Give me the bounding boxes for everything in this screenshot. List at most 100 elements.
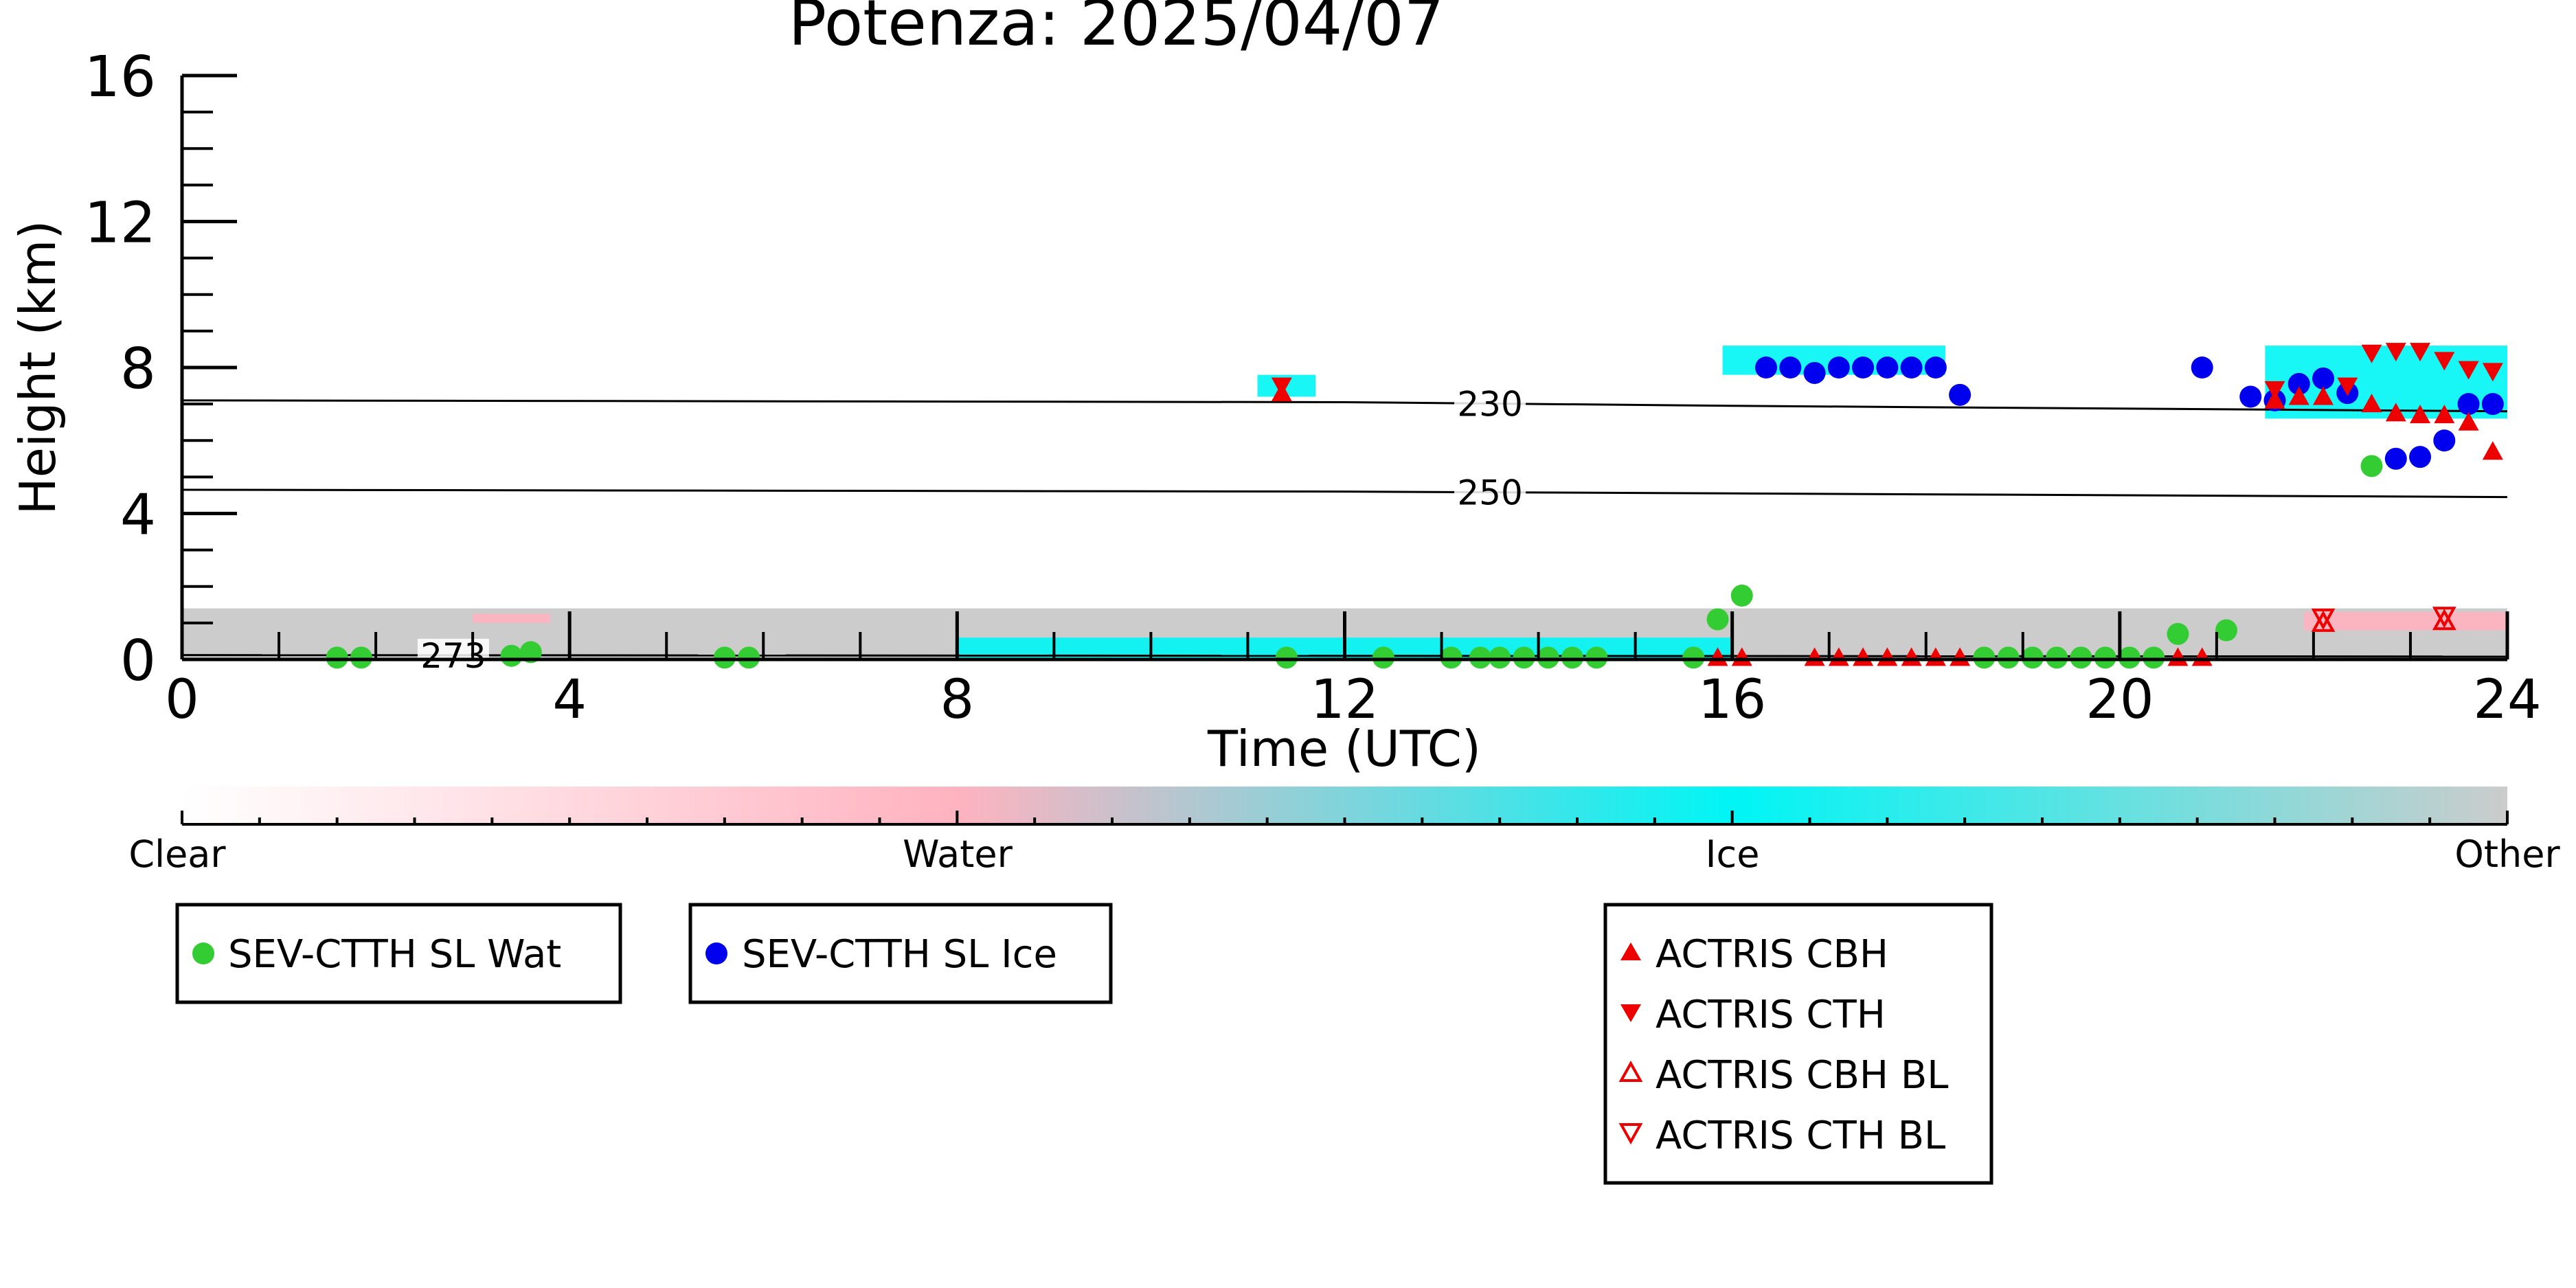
legend-frame	[175, 903, 622, 1004]
point-sev-ctth-sl-wat	[2118, 646, 2140, 669]
point-sev-ctth-sl-wat	[1682, 646, 1705, 669]
point-sev-ctth-sl-ice	[2239, 385, 2262, 408]
point-actris-cbh	[2167, 647, 2189, 666]
point-actris-cth	[2434, 352, 2455, 371]
point-actris-cbh	[2361, 394, 2382, 413]
point-sev-ctth-sl-wat	[1997, 646, 2020, 669]
point-sev-ctth-sl-ice	[1779, 357, 1802, 379]
point-sev-ctth-sl-ice	[2481, 393, 2504, 416]
point-sev-ctth-sl-wat	[1585, 646, 1608, 669]
axes	[180, 76, 2509, 662]
legend-label-cbh-bl: ACTRIS CBH BL	[1656, 1053, 1948, 1098]
point-sev-ctth-sl-ice	[2312, 367, 2335, 389]
point-sev-ctth-sl-wat	[2143, 646, 2165, 669]
point-sev-ctth-sl-wat	[1489, 646, 1511, 669]
point-actris-cbh	[1877, 647, 1898, 666]
x-tick-label: 8	[940, 669, 975, 731]
point-actris-cbh	[2410, 405, 2431, 424]
point-sev-ctth-sl-wat	[2215, 619, 2237, 642]
point-sev-ctth-sl-wat	[1537, 646, 1559, 669]
cloud-mask-region-water	[473, 613, 550, 623]
legend-frame	[688, 903, 1113, 1004]
point-actris-cbh	[1925, 647, 1946, 666]
point-sev-ctth-sl-ice	[1755, 357, 1778, 379]
contour-label-250: 250	[1457, 473, 1522, 513]
legend-marker-cbh	[1620, 942, 1641, 960]
point-actris-cbh-bl	[2311, 610, 2336, 632]
point-sev-ctth-sl-wat	[1561, 646, 1583, 669]
point-sev-ctth-sl-ice	[1876, 357, 1899, 379]
point-sev-ctth-sl-wat	[1275, 646, 1298, 669]
point-sev-ctth-sl-wat	[350, 646, 372, 669]
point-sev-ctth-sl-wat	[1730, 585, 1753, 607]
x-tick-label: 16	[1698, 669, 1766, 731]
point-actris-cth	[2337, 377, 2358, 396]
y-tick-label: 0	[120, 629, 156, 694]
point-sev-ctth-sl-ice	[1949, 383, 1971, 406]
point-actris-cth	[2458, 361, 2479, 380]
point-actris-cth	[2361, 344, 2382, 363]
x-tick-label: 4	[552, 669, 587, 731]
point-actris-cbh	[1950, 647, 1971, 666]
legend-box-water: SEV-CTTH SL Wat	[175, 903, 622, 1004]
point-actris-cth	[2482, 363, 2503, 382]
point-actris-cth	[2385, 343, 2406, 362]
y-tick-label: 12	[84, 191, 156, 256]
colorbar-ticks	[181, 811, 2509, 824]
x-tick-label: 12	[1311, 669, 1379, 731]
point-sev-ctth-sl-wat	[2021, 646, 2044, 669]
chart-title: Potenza: 2025/04/07	[789, 0, 1445, 60]
temperature-contours: 230 250 273	[181, 384, 2508, 676]
legend-box-actris: ACTRIS CBH ACTRIS CTH ACTRIS CBH BL ACTR…	[1603, 903, 1993, 1185]
legend-marker-cth-bl	[1618, 1123, 1643, 1145]
point-actris-cbh	[1828, 647, 1849, 666]
point-sev-ctth-sl-ice	[1852, 357, 1875, 379]
contour-label-bg	[1454, 387, 1526, 420]
point-actris-cth-bl	[2311, 608, 2336, 630]
point-sev-ctth-sl-wat	[1469, 646, 1491, 669]
point-sev-ctth-sl-wat	[2070, 646, 2092, 669]
cloud-mask-region-water	[2303, 611, 2507, 631]
point-sev-ctth-sl-ice	[2409, 446, 2432, 468]
legend-marker-sl-wat	[192, 942, 214, 964]
point-actris-cbh-bl	[2432, 609, 2456, 631]
point-actris-cbh	[1901, 647, 1922, 666]
point-actris-cbh	[2288, 386, 2309, 405]
colorbar-label-clear: Clear	[128, 833, 226, 876]
x-tick-label: 20	[2086, 669, 2154, 731]
point-actris-cth	[2264, 381, 2285, 400]
data-markers	[326, 343, 2504, 669]
colorbar-label-ice: Ice	[1706, 833, 1760, 876]
point-actris-cbh	[2482, 441, 2503, 460]
y-tick-label: 16	[84, 45, 156, 110]
x-tick-label: 0	[165, 669, 199, 731]
legend-label-sl-ice: SEV-CTTH SL Ice	[742, 932, 1057, 977]
point-actris-cbh	[2313, 386, 2334, 405]
point-sev-ctth-sl-wat	[326, 646, 348, 669]
point-sev-ctth-sl-wat	[2094, 646, 2116, 669]
point-actris-cbh	[2458, 411, 2479, 431]
contour-line-230	[181, 399, 2508, 413]
point-actris-cth	[2410, 343, 2431, 362]
legend-label-cth-bl: ACTRIS CTH BL	[1656, 1114, 1945, 1158]
point-sev-ctth-sl-wat	[1440, 646, 1462, 669]
point-sev-ctth-sl-wat	[2167, 622, 2189, 645]
point-actris-cbh	[2385, 403, 2406, 422]
y-tick-label: 8	[120, 337, 156, 402]
legend-marker-cth	[1620, 1004, 1641, 1022]
point-sev-ctth-sl-ice	[1803, 361, 1826, 384]
point-sev-ctth-sl-ice	[1924, 357, 1947, 379]
legend-label-sl-wat: SEV-CTTH SL Wat	[228, 932, 561, 977]
x-tick-label: 24	[2473, 669, 2541, 731]
point-sev-ctth-sl-wat	[1706, 608, 1729, 631]
point-sev-ctth-sl-ice	[2287, 372, 2310, 395]
point-sev-ctth-sl-ice	[2457, 393, 2480, 416]
x-axis-label: Time (UTC)	[1207, 720, 1481, 778]
point-sev-ctth-sl-ice	[2384, 447, 2407, 470]
colorbar-label-water: Water	[903, 833, 1013, 876]
colorbar-label-other: Other	[2454, 833, 2560, 876]
point-actris-cth-bl	[2432, 607, 2456, 629]
point-sev-ctth-sl-ice	[2191, 357, 2213, 379]
legend-label-cth: ACTRIS CTH	[1656, 993, 1886, 1037]
